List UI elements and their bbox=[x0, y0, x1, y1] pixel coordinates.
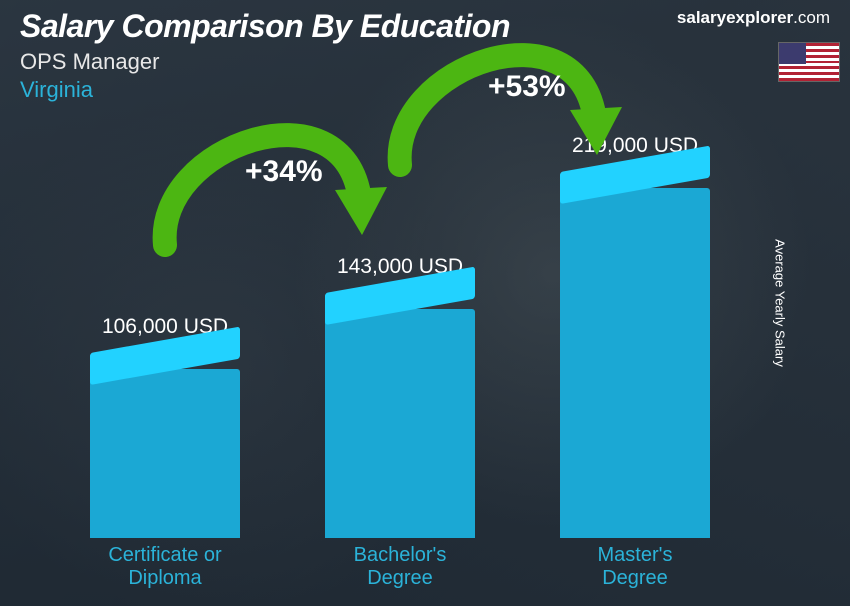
bar bbox=[90, 369, 240, 538]
bar-group: 143,000 USDBachelor'sDegree bbox=[325, 309, 475, 538]
subtitle-role: OPS Manager bbox=[20, 49, 830, 75]
bar-group: 106,000 USDCertificate orDiploma bbox=[90, 369, 240, 538]
increase-pct-label: +34% bbox=[245, 155, 323, 189]
bar-category-label: Bachelor'sDegree bbox=[300, 544, 500, 590]
bar-category-label: Certificate orDiploma bbox=[65, 544, 265, 590]
subtitle-region: Virginia bbox=[20, 77, 830, 103]
y-axis-label: Average Yearly Salary bbox=[773, 239, 788, 367]
bar-category-label: Master'sDegree bbox=[535, 544, 735, 590]
bar bbox=[325, 309, 475, 538]
brand-logo: salaryexplorer.com bbox=[677, 8, 830, 28]
bar bbox=[560, 188, 710, 538]
bar-group: 219,000 USDMaster'sDegree bbox=[560, 188, 710, 538]
